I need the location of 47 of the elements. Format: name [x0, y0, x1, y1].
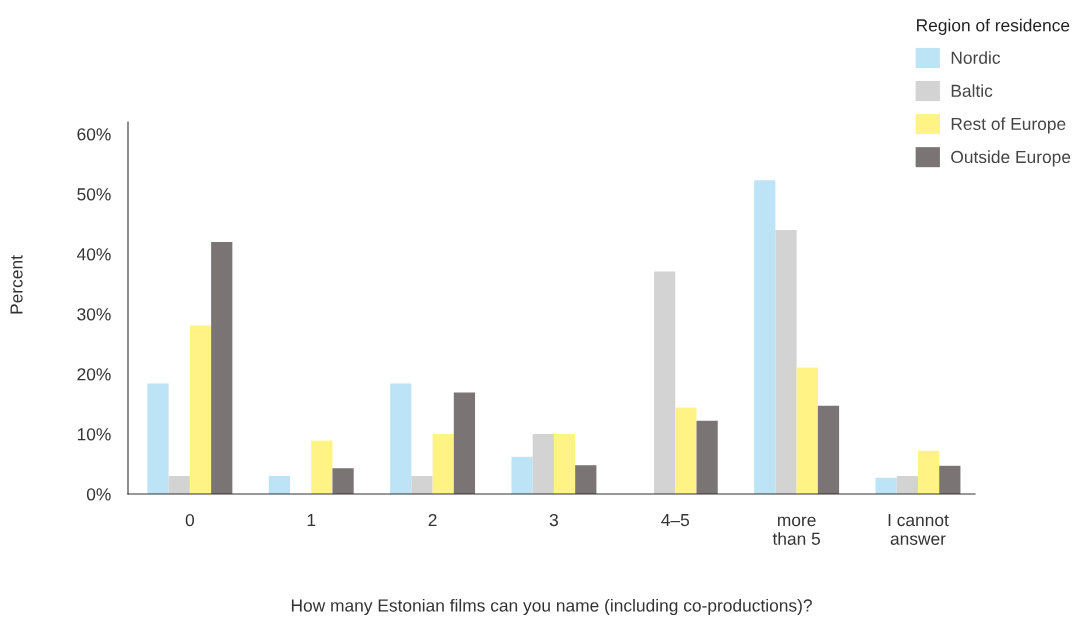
x-axis-title: How many Estonian films can you name (including co-productions)? — [291, 598, 812, 616]
bar — [553, 434, 576, 494]
bar — [332, 468, 354, 494]
x-tick-label: more than 5 — [772, 516, 821, 545]
bar — [775, 230, 797, 494]
bar — [796, 367, 818, 494]
bar — [917, 450, 940, 494]
bar — [211, 242, 233, 494]
bar — [411, 476, 433, 494]
bar — [453, 392, 476, 494]
bar — [432, 434, 454, 494]
bar — [147, 383, 169, 494]
x-tick-label: I cannot answer — [888, 514, 949, 545]
bar — [675, 407, 697, 494]
y-axis-title: Percent — [10, 255, 23, 314]
bar — [875, 477, 897, 494]
bar — [532, 434, 554, 494]
bar — [817, 405, 840, 494]
bar — [511, 456, 533, 494]
x-tick-label: 0 — [185, 513, 195, 527]
bar — [311, 440, 333, 494]
y-tick-label: 10% — [77, 428, 111, 441]
x-tick-label: 3 — [549, 513, 558, 527]
y-tick-label: 50% — [77, 188, 111, 201]
bar — [268, 476, 290, 494]
y-tick-label: 0% — [86, 488, 111, 501]
legend-label: Rest of Europe — [951, 117, 1066, 134]
y-tick-label: 60% — [77, 128, 111, 141]
bar — [390, 383, 412, 494]
bar — [754, 180, 776, 494]
y-tick-label: 40% — [76, 248, 111, 261]
legend-title: Region of residence — [917, 18, 1070, 35]
bar — [896, 476, 918, 494]
bar — [575, 465, 597, 494]
bar — [654, 271, 676, 494]
bar — [168, 476, 190, 494]
y-tick-label: 20% — [77, 368, 111, 381]
legend-label: Nordic — [951, 51, 1001, 64]
legend-label: Outside Europe — [951, 150, 1071, 167]
legend-label: Baltic — [951, 84, 993, 97]
bar — [939, 465, 961, 494]
y-tick-label: 30% — [77, 308, 111, 321]
x-tick-label: 2 — [428, 513, 437, 527]
bar — [696, 420, 718, 494]
bar — [189, 325, 212, 494]
x-tick-label: 1 — [307, 514, 316, 527]
x-tick-label: 4–5 — [661, 514, 690, 527]
